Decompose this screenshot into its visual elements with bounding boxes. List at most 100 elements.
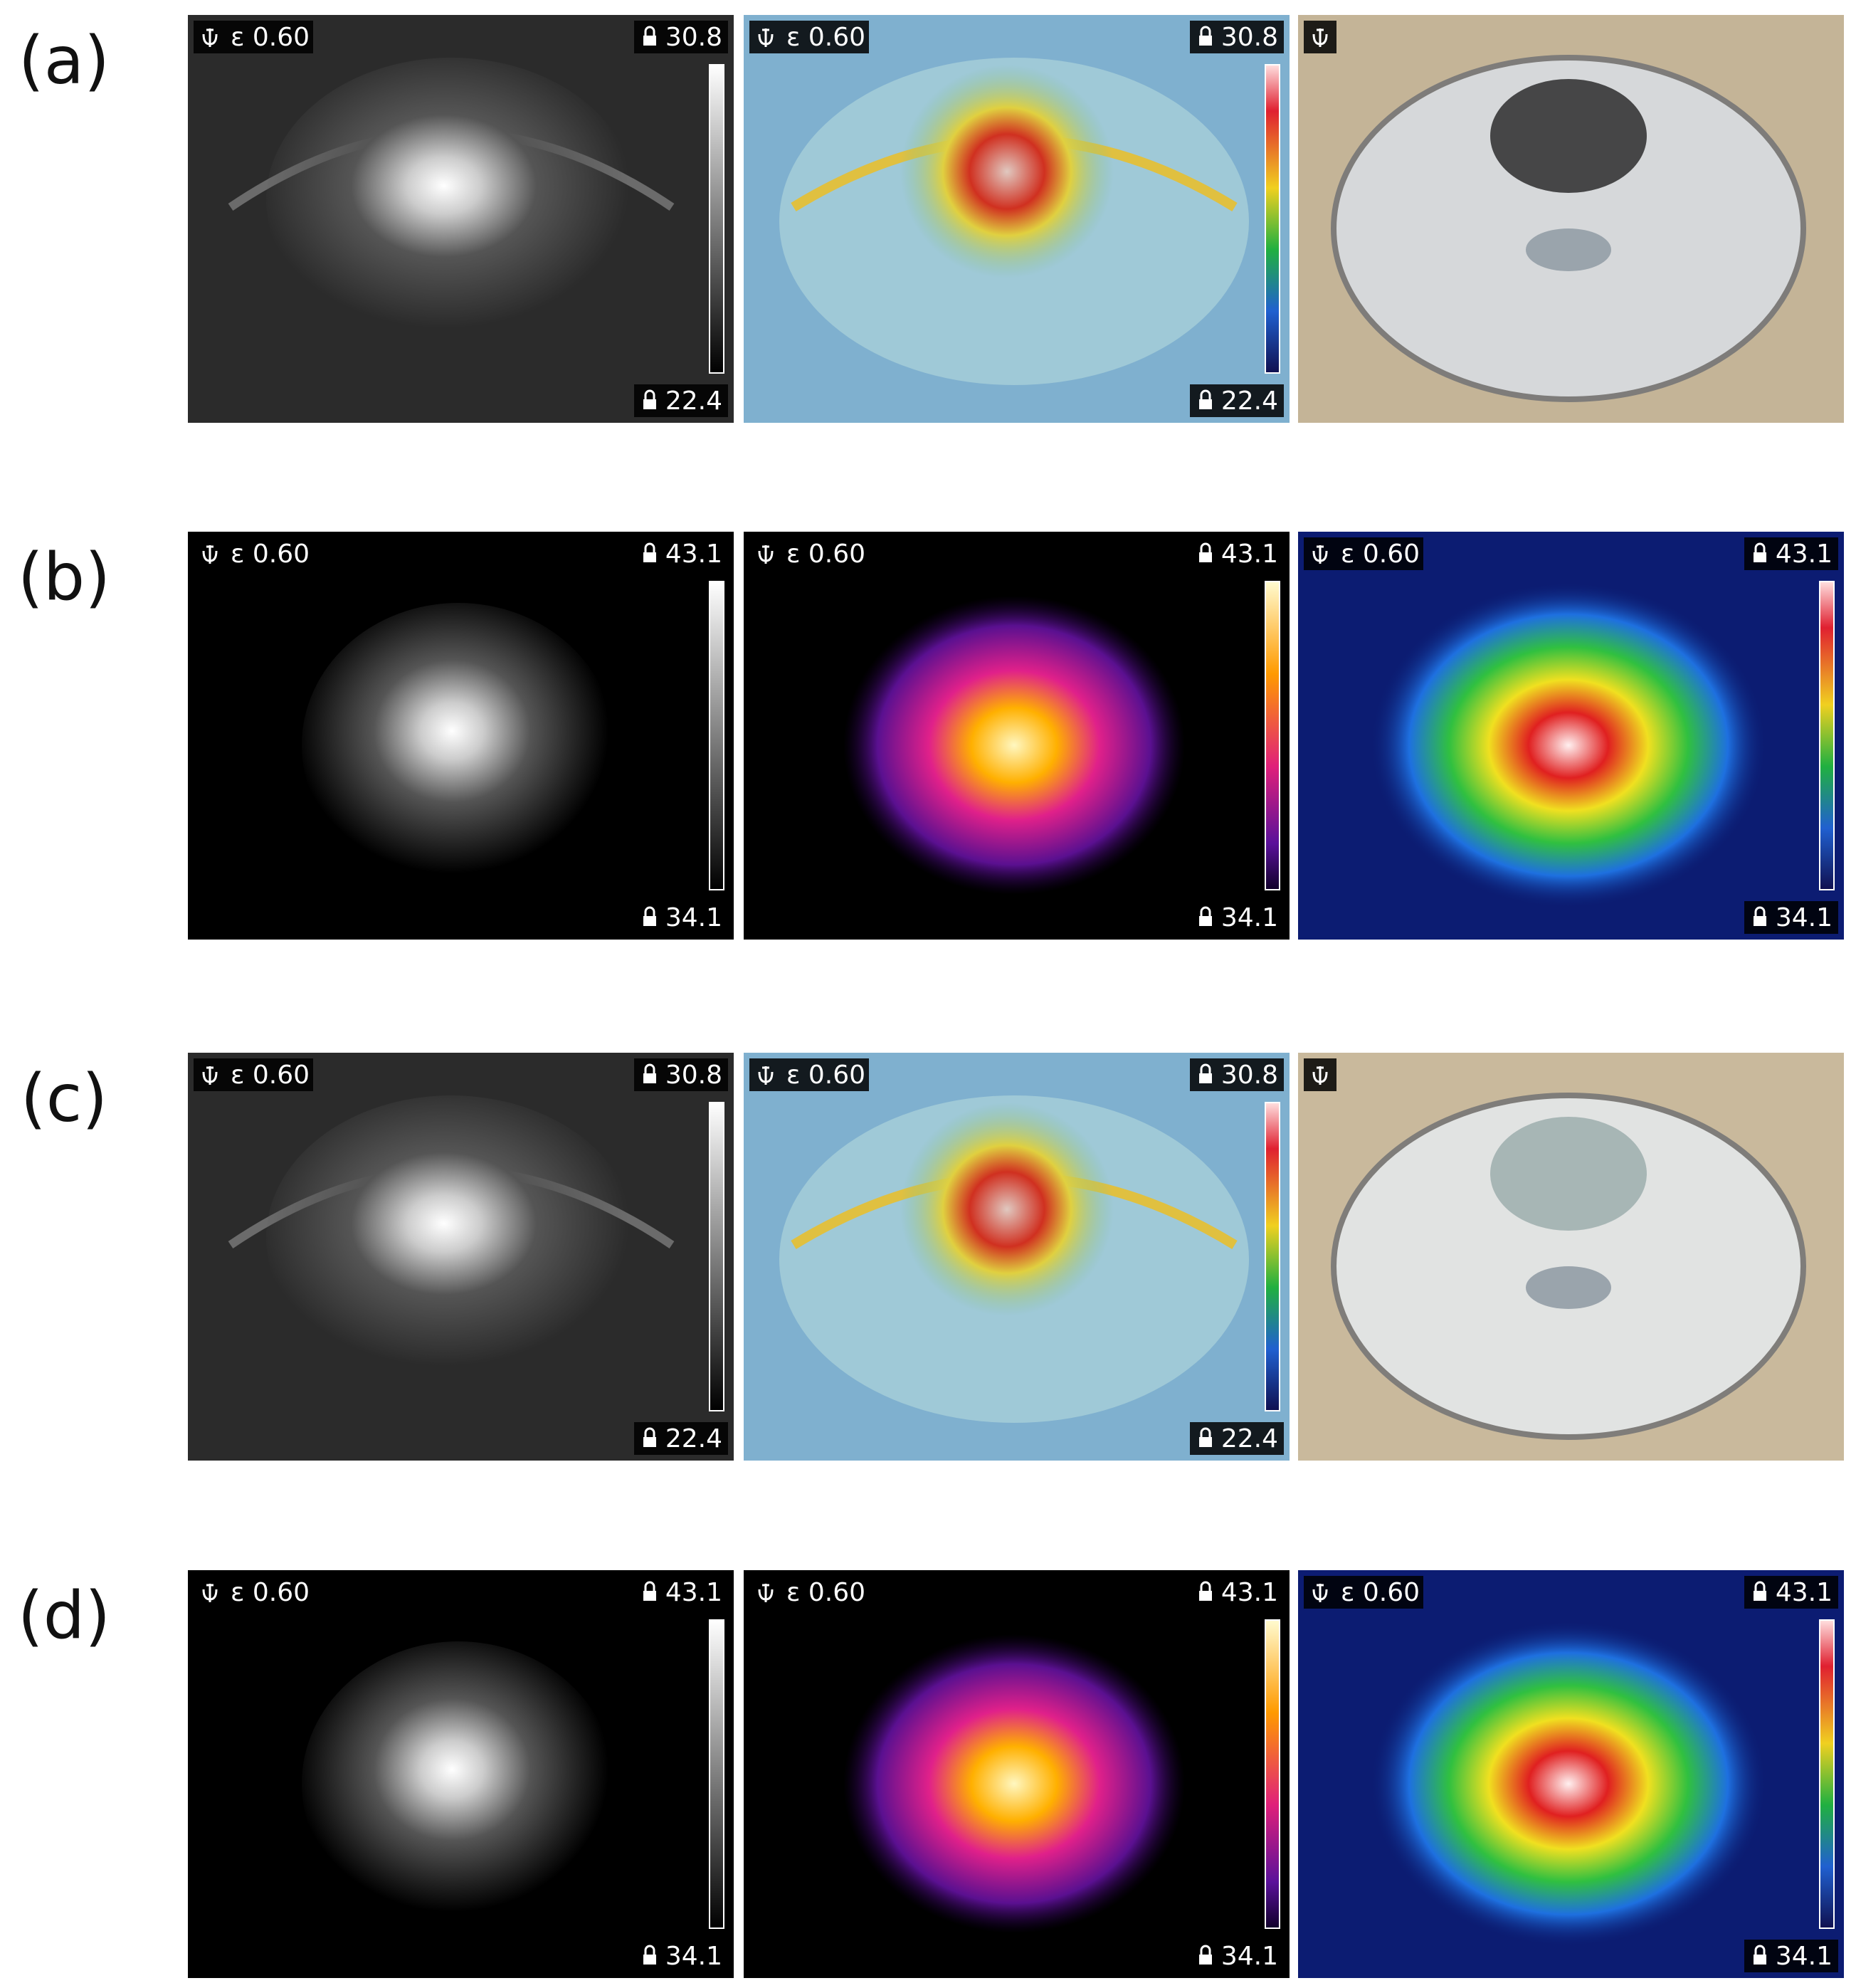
fan-motor xyxy=(1490,79,1647,193)
image-panel: ε 0.60 43.1 34.1 xyxy=(188,532,734,940)
lock-icon xyxy=(1754,1591,1766,1601)
panel-label: (b) xyxy=(18,539,110,615)
badge xyxy=(1304,537,1423,570)
lock-icon xyxy=(1199,552,1212,562)
max-temperature: 43.1 xyxy=(665,540,722,569)
lock-icon xyxy=(1200,542,1211,552)
lock-icon xyxy=(1199,399,1212,409)
lock-icon xyxy=(1754,916,1766,926)
emissivity: ε 0.60 xyxy=(786,1061,865,1090)
min-temperature: 22.4 xyxy=(1221,1424,1278,1453)
max-temperature: 43.1 xyxy=(1776,1578,1833,1607)
lock-icon xyxy=(644,389,655,399)
colorbar xyxy=(1265,1619,1280,1929)
image-panel: ε 0.60 43.1 34.1 xyxy=(1298,532,1844,940)
min-temperature: 34.1 xyxy=(1221,1942,1278,1971)
hot-spot xyxy=(302,603,615,888)
colorbar xyxy=(1819,581,1835,890)
badge xyxy=(749,21,869,53)
max-temperature: 30.8 xyxy=(665,1061,722,1090)
colorbar xyxy=(709,581,724,890)
image-panel: ε 0.60 43.1 34.1 xyxy=(1298,1570,1844,1978)
anchor-icon xyxy=(1312,1066,1328,1085)
anchor-icon xyxy=(202,1584,218,1602)
fan-hub xyxy=(1526,1266,1611,1309)
min-temperature: 34.1 xyxy=(1221,903,1278,932)
min-temperature: 34.1 xyxy=(665,1942,722,1971)
colorbar xyxy=(1819,1619,1835,1929)
lock-icon xyxy=(1754,552,1766,562)
hot-spot xyxy=(302,1641,615,1926)
anchor-icon xyxy=(758,28,774,47)
emissivity: ε 0.60 xyxy=(231,1578,310,1607)
image-panel: ε 0.60 43.1 34.1 xyxy=(744,1570,1290,1978)
lock-icon xyxy=(644,26,655,36)
image-panel: ε 0.60 43.1 34.1 xyxy=(188,1570,734,1978)
hot-spot xyxy=(1369,582,1768,909)
min-temperature: 22.4 xyxy=(665,386,722,416)
hot-spot xyxy=(900,65,1114,278)
max-temperature: 43.1 xyxy=(1221,540,1278,569)
hot-spot xyxy=(1369,1620,1768,1947)
colorbar xyxy=(1265,64,1280,374)
lock-icon xyxy=(1199,1073,1212,1083)
max-temperature: 43.1 xyxy=(665,1578,722,1607)
panel-label: (a) xyxy=(19,22,110,98)
image-panel xyxy=(1298,1053,1844,1461)
lock-icon xyxy=(644,1063,655,1073)
hot-spot xyxy=(266,1095,636,1380)
fan-motor xyxy=(1490,1117,1647,1231)
emissivity: ε 0.60 xyxy=(1341,1578,1420,1607)
image-panel xyxy=(1298,15,1844,423)
lock-icon xyxy=(643,1591,656,1601)
anchor-icon xyxy=(202,1066,218,1085)
lock-icon xyxy=(1200,1581,1211,1591)
badge xyxy=(749,1058,869,1091)
colorbar xyxy=(709,1102,724,1411)
max-temperature: 30.8 xyxy=(1221,1061,1278,1090)
anchor-icon xyxy=(202,28,218,47)
max-temperature: 43.1 xyxy=(1221,1578,1278,1607)
lock-icon xyxy=(643,1073,656,1083)
lock-icon xyxy=(1199,916,1212,926)
emissivity: ε 0.60 xyxy=(786,540,865,569)
anchor-icon xyxy=(1312,545,1328,564)
emissivity: ε 0.60 xyxy=(231,540,310,569)
badge xyxy=(194,21,313,53)
anchor-icon xyxy=(202,545,218,564)
min-temperature: 22.4 xyxy=(665,1424,722,1453)
lock-icon xyxy=(1199,1955,1212,1965)
lock-icon xyxy=(1200,1945,1211,1955)
emissivity: ε 0.60 xyxy=(1341,540,1420,569)
lock-icon xyxy=(644,1581,655,1591)
image-panel: ε 0.60 30.8 22.4 xyxy=(188,1053,734,1461)
image-panel: ε 0.60 30.8 22.4 xyxy=(744,1053,1290,1461)
lock-icon xyxy=(1200,26,1211,36)
colorbar xyxy=(709,1619,724,1929)
lock-icon xyxy=(644,542,655,552)
image-panel: ε 0.60 30.8 22.4 xyxy=(744,15,1290,423)
min-temperature: 22.4 xyxy=(1221,386,1278,416)
colorbar xyxy=(709,64,724,374)
hot-spot xyxy=(900,1103,1114,1316)
colorbar xyxy=(1265,581,1280,890)
lock-icon xyxy=(643,552,656,562)
anchor-icon xyxy=(758,1066,774,1085)
colorbar xyxy=(1265,1102,1280,1411)
hot-spot xyxy=(266,58,636,342)
lock-icon xyxy=(1754,1945,1766,1955)
lock-icon xyxy=(643,916,656,926)
lock-icon xyxy=(1200,389,1211,399)
lock-icon xyxy=(644,1427,655,1437)
lock-icon xyxy=(644,1945,655,1955)
anchor-icon xyxy=(1312,1584,1328,1602)
emissivity: ε 0.60 xyxy=(786,1578,865,1607)
panel-label: (d) xyxy=(18,1577,110,1653)
badge xyxy=(194,537,313,570)
max-temperature: 30.8 xyxy=(1221,23,1278,52)
min-temperature: 34.1 xyxy=(1776,903,1833,932)
emissivity: ε 0.60 xyxy=(231,23,310,52)
lock-icon xyxy=(1754,906,1766,916)
emissivity: ε 0.60 xyxy=(786,23,865,52)
min-temperature: 34.1 xyxy=(665,903,722,932)
